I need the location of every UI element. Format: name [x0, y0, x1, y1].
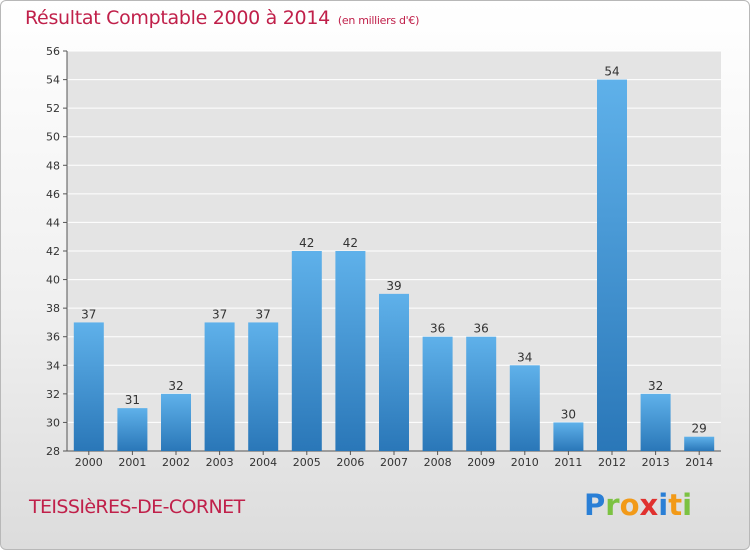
- y-tick-label: 48: [46, 159, 60, 172]
- x-tick-label: 2010: [511, 456, 539, 469]
- y-tick-label: 38: [46, 302, 60, 315]
- bar: [379, 293, 409, 451]
- bar-value-label: 34: [517, 350, 532, 364]
- bar: [117, 408, 148, 451]
- x-tick-label: 2012: [598, 456, 626, 469]
- bar-value-label: 30: [561, 407, 576, 421]
- y-tick-label: 36: [46, 331, 60, 344]
- y-tick-label: 46: [46, 188, 60, 201]
- x-tick-label: 2007: [380, 456, 408, 469]
- y-tick-label: 42: [46, 245, 60, 258]
- bar-value-label: 42: [299, 236, 314, 250]
- x-tick-label: 2011: [554, 456, 582, 469]
- x-tick-label: 2014: [685, 456, 713, 469]
- x-tick-label: 2013: [642, 456, 670, 469]
- x-tick-label: 2008: [424, 456, 452, 469]
- bar: [422, 336, 453, 451]
- bar-value-label: 37: [212, 307, 227, 321]
- y-tick-label: 32: [46, 388, 60, 401]
- bar-value-label: 36: [430, 322, 445, 336]
- bar: [248, 322, 279, 451]
- y-tick-label: 40: [46, 274, 60, 287]
- bar-value-label: 31: [125, 393, 140, 407]
- bar: [597, 79, 627, 452]
- bar-value-label: 36: [474, 322, 489, 336]
- bar: [466, 336, 497, 451]
- x-tick-label: 2005: [293, 456, 321, 469]
- x-tick-label: 2006: [336, 456, 364, 469]
- y-tick-label: 34: [46, 359, 60, 372]
- y-tick-label: 56: [46, 45, 60, 58]
- x-tick-label: 2001: [118, 456, 146, 469]
- x-tick-label: 2002: [162, 456, 190, 469]
- x-tick-label: 2004: [249, 456, 277, 469]
- bar: [73, 322, 104, 451]
- bar: [553, 422, 584, 451]
- bar: [204, 322, 235, 451]
- y-tick-label: 44: [46, 216, 60, 229]
- x-tick-label: 2000: [75, 456, 103, 469]
- y-tick-label: 54: [46, 74, 60, 87]
- commune-name: TEISSIèRES-DE-CORNET: [29, 496, 245, 518]
- y-tick-label: 30: [46, 416, 60, 429]
- bar-value-label: 37: [81, 307, 96, 321]
- bar-value-label: 42: [343, 236, 358, 250]
- chart-title: Résultat Comptable 2000 à 2014 (en millie…: [25, 7, 419, 29]
- bar-value-label: 37: [256, 307, 271, 321]
- bar-value-label: 32: [168, 379, 183, 393]
- chart-title-text: Résultat Comptable 2000 à 2014: [25, 7, 330, 29]
- proxiti-logo: Proxiti: [584, 488, 693, 522]
- bar: [640, 393, 671, 451]
- bar-value-label: 39: [386, 279, 401, 293]
- bar-value-label: 32: [648, 379, 663, 393]
- bar: [335, 251, 366, 451]
- chart-subtitle: (en milliers d'€): [337, 14, 420, 27]
- x-tick-label: 2009: [467, 456, 495, 469]
- bar: [509, 365, 540, 451]
- bar-value-label: 29: [692, 422, 707, 436]
- bar-value-label: 54: [604, 65, 619, 79]
- y-tick-label: 52: [46, 102, 60, 115]
- y-tick-label: 50: [46, 131, 60, 144]
- y-tick-label: 28: [46, 445, 60, 458]
- bar: [161, 393, 191, 451]
- bar: [684, 436, 715, 451]
- x-tick-label: 2003: [206, 456, 234, 469]
- bar: [291, 251, 322, 451]
